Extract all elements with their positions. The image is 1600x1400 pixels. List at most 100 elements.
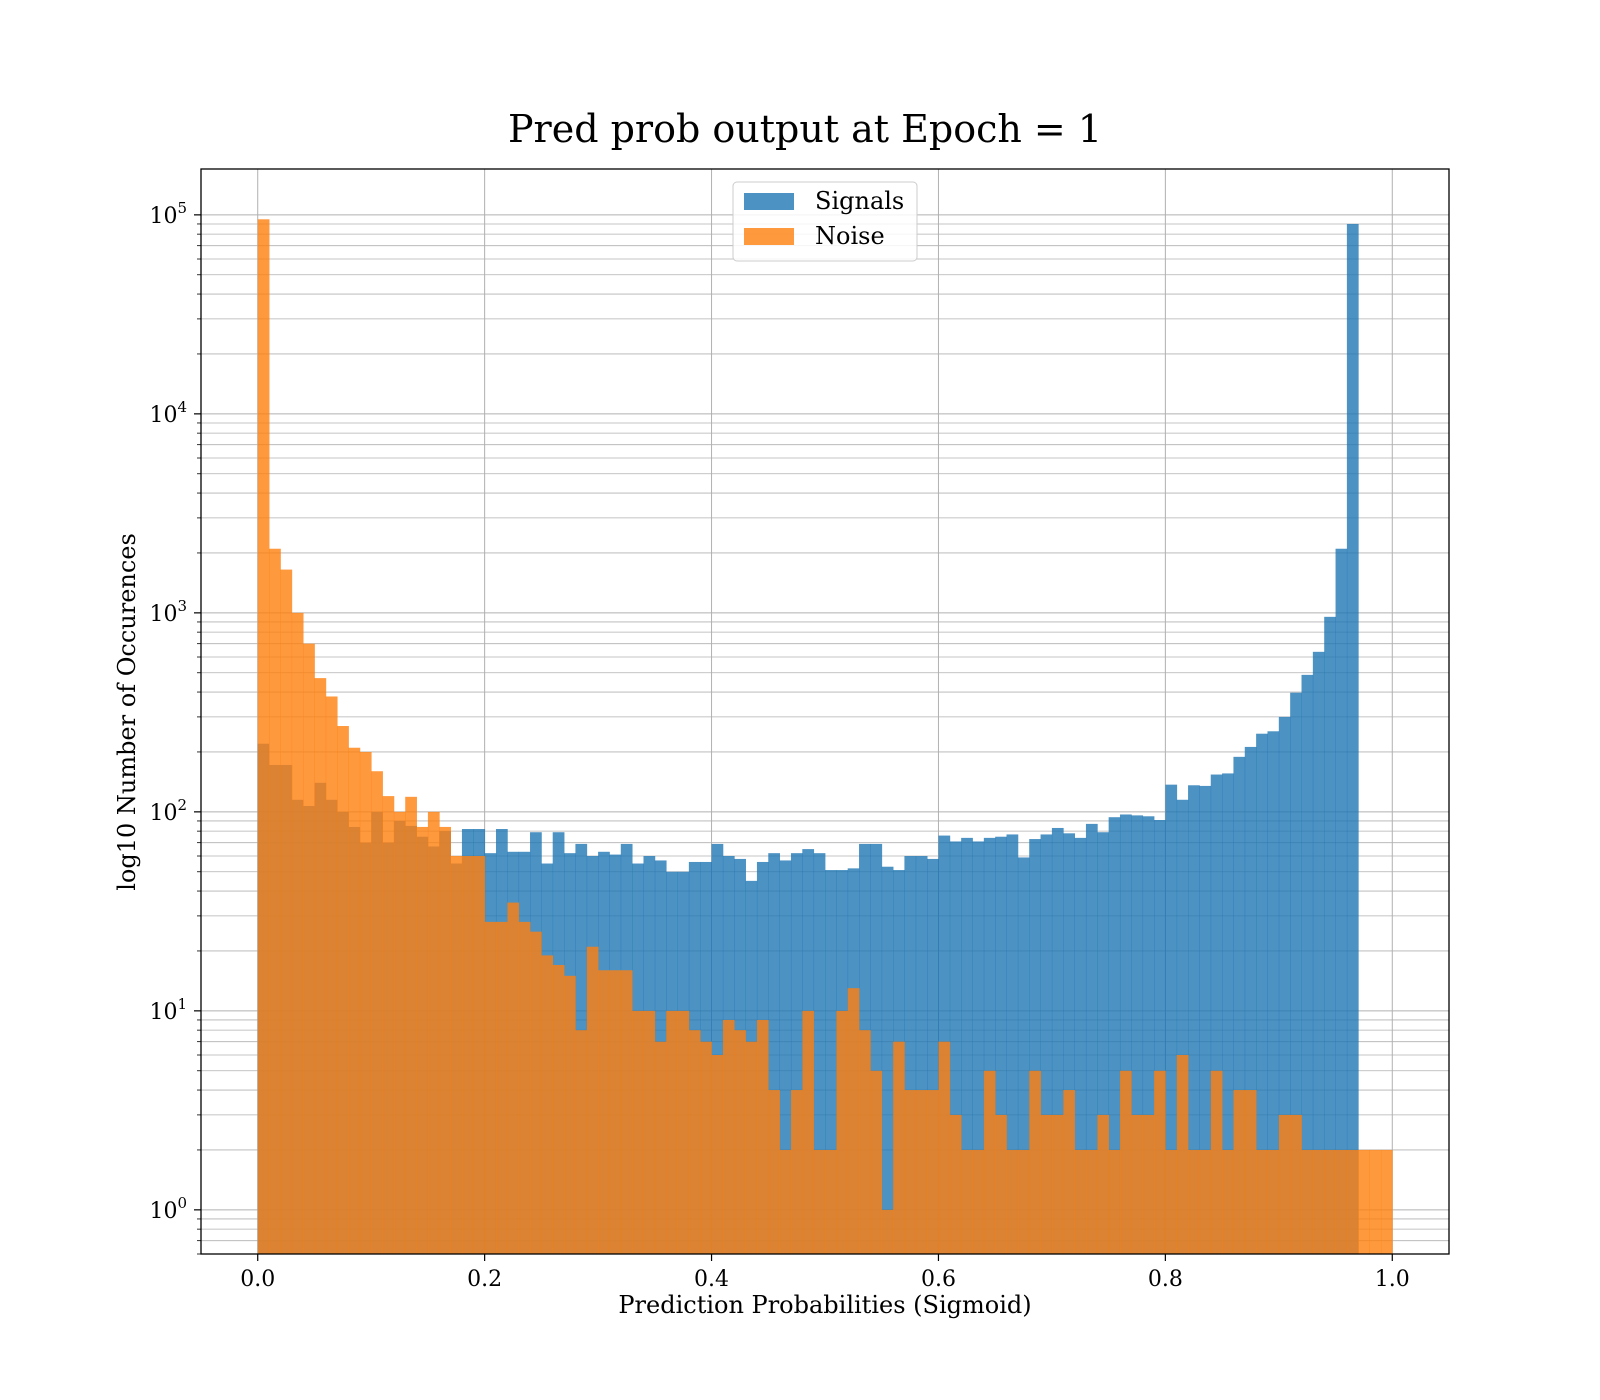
bar-noise bbox=[1119, 1070, 1132, 1254]
bar-signals bbox=[1278, 716, 1291, 1254]
bar-noise bbox=[1256, 1149, 1268, 1254]
x-tick-label: 0.4 bbox=[694, 1267, 729, 1292]
bar-noise bbox=[439, 826, 451, 1254]
bar-noise bbox=[1380, 1149, 1393, 1254]
bar-noise bbox=[518, 921, 531, 1254]
bar-noise bbox=[1301, 1149, 1314, 1254]
bar-noise bbox=[291, 612, 304, 1254]
legend-label-signals: Signals bbox=[815, 187, 904, 215]
bar-noise bbox=[1188, 1149, 1200, 1254]
y-tick-label: 100 bbox=[149, 1194, 187, 1224]
bar-signals bbox=[870, 843, 883, 1254]
bar-noise bbox=[1267, 1149, 1280, 1254]
bar-noise bbox=[1006, 1149, 1019, 1254]
bar-signals bbox=[1335, 548, 1348, 1254]
bar-signals bbox=[790, 853, 803, 1254]
bar-noise bbox=[552, 964, 565, 1254]
bar-noise bbox=[303, 643, 315, 1254]
bar-noise bbox=[598, 970, 610, 1254]
bar-signals bbox=[1301, 674, 1314, 1254]
bar-signals bbox=[1188, 785, 1200, 1254]
bar-noise bbox=[427, 811, 440, 1254]
x-tick-label: 0.2 bbox=[467, 1267, 502, 1292]
bar-noise bbox=[382, 796, 395, 1254]
y-tick-label: 103 bbox=[149, 597, 187, 627]
bar-noise bbox=[1369, 1149, 1382, 1254]
bar-noise bbox=[825, 1149, 837, 1254]
bar-signals bbox=[1085, 823, 1098, 1254]
bar-signals bbox=[904, 856, 917, 1254]
bar-signals bbox=[1119, 814, 1132, 1254]
bar-noise bbox=[1210, 1070, 1223, 1254]
histogram-bars bbox=[257, 219, 1393, 1255]
bar-noise bbox=[632, 1010, 644, 1254]
bar-noise bbox=[711, 1055, 724, 1254]
x-tick-label: 0.6 bbox=[921, 1267, 956, 1292]
bar-noise bbox=[1085, 1149, 1098, 1254]
bar-signals bbox=[949, 841, 962, 1254]
bar-noise bbox=[1017, 1149, 1030, 1254]
bar-signals bbox=[1312, 651, 1325, 1254]
bar-noise bbox=[972, 1149, 985, 1254]
bar-noise bbox=[859, 1030, 871, 1254]
bar-noise bbox=[405, 796, 417, 1254]
bar-noise bbox=[1165, 1149, 1178, 1254]
bar-noise bbox=[893, 1041, 905, 1254]
plot-frame bbox=[200, 168, 1450, 1255]
bar-signals bbox=[972, 841, 985, 1254]
bar-noise bbox=[450, 856, 463, 1254]
bar-noise bbox=[620, 970, 633, 1254]
bar-signals bbox=[1029, 839, 1041, 1254]
bar-signals bbox=[1006, 834, 1019, 1254]
bar-noise bbox=[507, 902, 520, 1254]
bar-signals bbox=[1051, 827, 1064, 1254]
bar-noise bbox=[915, 1090, 928, 1254]
bar-signals bbox=[1108, 817, 1121, 1254]
bar-noise bbox=[881, 1209, 894, 1254]
bar-noise bbox=[961, 1149, 973, 1254]
bar-signals bbox=[1324, 616, 1336, 1254]
bar-noise bbox=[609, 970, 622, 1254]
bar-noise bbox=[1312, 1149, 1325, 1254]
bar-noise bbox=[495, 921, 508, 1254]
bar-noise bbox=[745, 1041, 758, 1254]
bar-signals bbox=[1074, 837, 1087, 1254]
bar-noise bbox=[1244, 1090, 1257, 1254]
bar-noise bbox=[337, 726, 349, 1254]
axis-ticks: 0.0 0.2 0.4 0.6 0.8 1.0 100 101 102 103 104 105 bbox=[149, 199, 1409, 1292]
bar-noise bbox=[1131, 1114, 1144, 1254]
bar-noise bbox=[1154, 1070, 1166, 1254]
bar-signals bbox=[1267, 731, 1280, 1254]
bar-noise bbox=[257, 219, 270, 1255]
bar-noise bbox=[1222, 1149, 1234, 1254]
bar-signals bbox=[1222, 773, 1234, 1254]
bar-noise bbox=[393, 811, 406, 1254]
bar-noise bbox=[1063, 1090, 1075, 1254]
legend-swatch-signals bbox=[744, 193, 794, 210]
bar-noise bbox=[1278, 1114, 1291, 1254]
bar-noise bbox=[756, 1019, 769, 1254]
bar-signals bbox=[1097, 832, 1110, 1254]
bar-noise bbox=[734, 1030, 746, 1254]
legend-swatch-noise bbox=[744, 228, 794, 245]
bar-noise bbox=[1029, 1070, 1041, 1254]
bar-noise bbox=[1040, 1114, 1053, 1254]
bar-noise bbox=[904, 1090, 917, 1254]
bar-noise bbox=[371, 771, 383, 1254]
bar-noise bbox=[484, 921, 497, 1254]
bar-noise bbox=[473, 856, 486, 1254]
bar-signals bbox=[1176, 799, 1189, 1254]
bar-noise bbox=[654, 1041, 667, 1254]
bar-noise bbox=[995, 1114, 1007, 1254]
y-tick-label: 102 bbox=[149, 796, 187, 826]
bar-noise bbox=[1097, 1114, 1110, 1254]
bar-signals bbox=[1063, 833, 1075, 1254]
bar-noise bbox=[1358, 1149, 1370, 1254]
bar-noise bbox=[1176, 1055, 1189, 1254]
bar-noise bbox=[666, 1010, 678, 1254]
chart-title: Pred prob output at Epoch = 1 bbox=[508, 107, 1102, 151]
bar-signals bbox=[915, 856, 928, 1254]
bar-noise bbox=[779, 1149, 792, 1254]
series-noise bbox=[257, 219, 1393, 1255]
bar-noise bbox=[325, 696, 338, 1254]
